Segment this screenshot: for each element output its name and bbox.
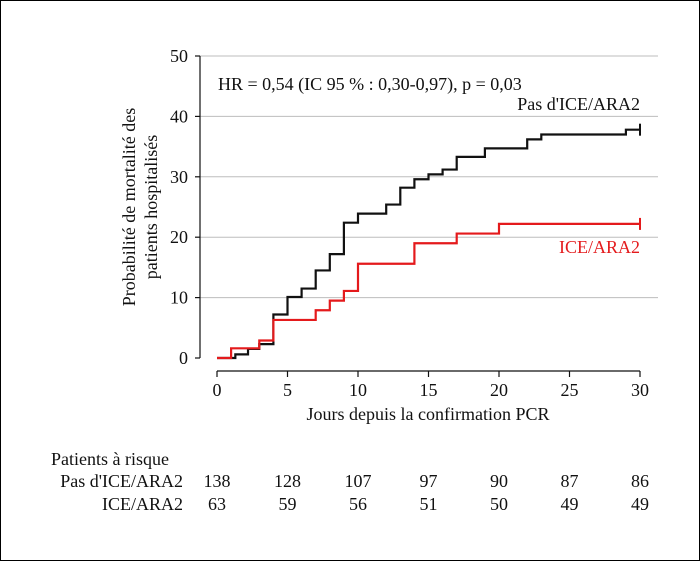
x-tick-label: 30 [631,380,649,400]
y-axis-title-line: Probabilité de mortalité des [119,108,139,306]
km-curve-0 [217,128,640,360]
risk-value: 138 [204,471,231,491]
series-label: ICE/ARA2 [559,237,640,257]
risk-value: 63 [208,494,226,514]
y-tick-label: 40 [170,106,188,126]
risk-value: 107 [345,471,372,491]
risk-value: 49 [631,494,649,514]
risk-value: 51 [420,494,438,514]
risk-value: 97 [420,471,438,491]
risk-value: 49 [561,494,579,514]
hr-annotation: HR = 0,54 (IC 95 % : 0,30-0,97), p = 0,0… [218,74,522,95]
y-tick-label: 10 [170,288,188,308]
curves [217,123,641,360]
risk-value: 56 [349,494,367,514]
series-label: Pas d'ICE/ARA2 [517,94,640,114]
risk-value: 87 [561,471,579,491]
y-tick-label: 20 [170,227,188,247]
y-tick-label: 30 [170,167,188,187]
x-tick-label: 0 [213,380,222,400]
gridlines [200,55,658,299]
y-axis-title-line: patients hospitalisés [141,135,161,279]
x-tick-label: 5 [283,380,292,400]
risk-row-label: ICE/ARA2 [102,494,183,514]
y-tick-label: 0 [179,348,188,368]
axes: 0 10 20 30 40 50 0 5 10 15 20 25 30 [170,46,649,400]
km-curve-1 [217,222,640,360]
x-tick-label: 15 [420,380,438,400]
risk-table-title: Patients à risque [51,449,169,469]
x-tick-label: 25 [561,380,579,400]
y-tick-label: 50 [170,46,188,66]
x-axis-title: Jours depuis la confirmation PCR [307,404,550,424]
x-tick-label: 20 [490,380,508,400]
risk-value: 86 [631,471,649,491]
risk-value: 128 [274,471,301,491]
risk-value: 90 [490,471,508,491]
risk-row-label: Pas d'ICE/ARA2 [60,471,183,491]
y-axis-title: Probabilité de mortalité des patients hos… [119,108,161,306]
risk-value: 50 [490,494,508,514]
labels: Jours depuis la confirmation PCR Probabil… [119,74,640,424]
x-tick-label: 10 [349,380,367,400]
risk-value: 59 [279,494,297,514]
